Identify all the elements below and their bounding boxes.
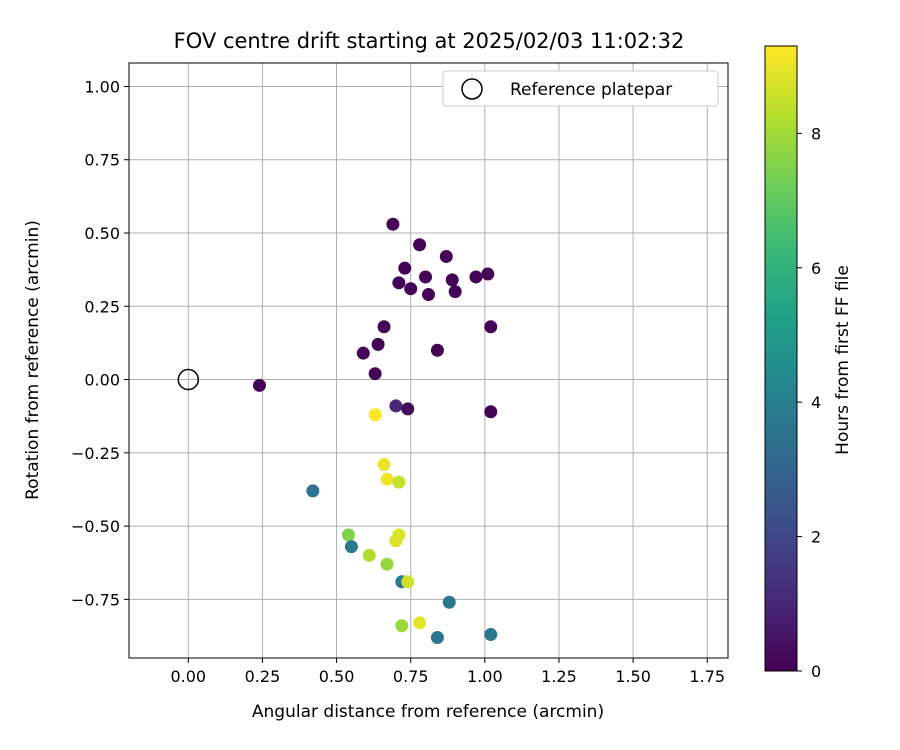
chart-title: FOV centre drift starting at 2025/02/03 …	[174, 29, 685, 53]
y-tick-label: 1.00	[84, 77, 120, 96]
data-point	[413, 616, 427, 630]
legend-box	[442, 70, 719, 107]
data-points	[252, 217, 498, 644]
x-tick-label: 1.50	[615, 667, 651, 686]
colorbar: 0 2 4 6 8 Hours from first FF file	[764, 45, 853, 681]
data-point	[392, 475, 406, 489]
y-tick-label: 0.00	[84, 371, 120, 390]
data-point	[430, 343, 444, 357]
legend-marker-icon	[461, 78, 483, 100]
data-point	[306, 484, 320, 498]
legend: Reference platepar	[442, 70, 719, 107]
y-tick-label: −0.25	[71, 444, 120, 463]
data-point	[252, 378, 266, 392]
y-axis-ticks: 1.00 0.75 0.50 0.25 0.00 −0.25 −0.50 −0.75	[71, 77, 129, 609]
data-point	[413, 238, 427, 252]
colorbar-label: Hours from first FF file	[833, 265, 853, 455]
data-point	[419, 270, 433, 284]
x-axis-label: Angular distance from reference (arcmin)	[252, 702, 604, 722]
reference-marker-icon	[177, 368, 200, 391]
data-point	[362, 548, 376, 562]
y-axis-label: Rotation from reference (arcmin)	[23, 220, 43, 500]
x-tick-label: 1.75	[689, 667, 725, 686]
colorbar-tick-label: 0	[811, 662, 821, 681]
data-point	[392, 276, 406, 290]
y-tick-label: 0.75	[84, 151, 120, 170]
data-point	[344, 540, 358, 554]
y-tick-label: −0.75	[71, 590, 120, 609]
data-point	[484, 628, 498, 642]
plot-frame	[128, 62, 729, 659]
legend-entry: Reference platepar	[510, 80, 672, 100]
data-point	[422, 288, 435, 302]
data-point	[404, 282, 418, 296]
data-point	[445, 273, 459, 287]
data-point	[439, 249, 453, 263]
data-point	[368, 408, 382, 422]
grid	[129, 63, 728, 658]
x-tick-label: 0.50	[319, 667, 355, 686]
reference-point	[177, 368, 200, 391]
data-point	[380, 472, 394, 486]
data-point	[341, 528, 355, 542]
colorbar-tick-label: 8	[811, 124, 821, 143]
colorbar-tick-label: 2	[811, 528, 821, 547]
data-point	[430, 630, 444, 644]
x-tick-label: 0.75	[393, 667, 429, 686]
data-point	[398, 261, 412, 275]
data-point	[389, 399, 403, 413]
y-tick-label: 0.50	[84, 224, 120, 243]
data-point	[377, 320, 391, 334]
data-point	[377, 458, 391, 472]
data-point	[380, 557, 394, 571]
colorbar-gradient	[764, 45, 798, 672]
y-tick-label: −0.50	[71, 517, 120, 536]
y-tick-label: 0.25	[84, 297, 120, 316]
data-point	[389, 534, 403, 548]
data-point	[356, 346, 370, 360]
data-point	[484, 405, 498, 419]
data-point	[371, 337, 385, 351]
data-point	[469, 270, 483, 284]
data-point	[401, 575, 415, 589]
data-point	[395, 619, 409, 633]
x-tick-label: 0.25	[245, 667, 281, 686]
colorbar-tick-label: 4	[811, 393, 821, 412]
x-tick-label: 0.00	[170, 667, 206, 686]
x-axis-ticks: 0.00 0.25 0.50 0.75 1.00 1.25 1.50 1.75	[170, 658, 725, 686]
x-tick-label: 1.00	[467, 667, 503, 686]
colorbar-ticks: 0 2 4 6 8	[797, 124, 821, 681]
data-point	[448, 285, 462, 299]
data-point	[481, 267, 495, 281]
data-point	[484, 320, 498, 334]
x-tick-label: 1.25	[541, 667, 577, 686]
data-point	[442, 595, 456, 609]
data-point	[386, 217, 400, 231]
data-point	[368, 367, 382, 381]
data-point	[401, 402, 415, 416]
colorbar-tick-label: 6	[811, 259, 821, 278]
